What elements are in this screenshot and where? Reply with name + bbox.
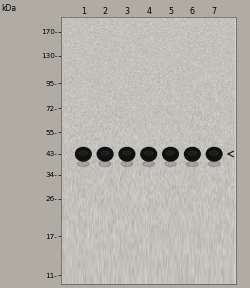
Ellipse shape: [142, 161, 154, 167]
Ellipse shape: [162, 147, 178, 161]
Ellipse shape: [184, 147, 200, 161]
Ellipse shape: [122, 151, 131, 155]
Ellipse shape: [144, 151, 152, 155]
Ellipse shape: [79, 151, 87, 155]
Text: kDa: kDa: [1, 4, 16, 13]
Ellipse shape: [140, 147, 156, 161]
Ellipse shape: [97, 147, 112, 161]
Ellipse shape: [206, 147, 221, 161]
Ellipse shape: [208, 161, 219, 167]
Ellipse shape: [99, 161, 110, 167]
Ellipse shape: [186, 161, 198, 167]
Ellipse shape: [187, 151, 196, 155]
Ellipse shape: [164, 161, 176, 167]
Ellipse shape: [209, 151, 218, 155]
Ellipse shape: [118, 147, 134, 161]
Ellipse shape: [75, 147, 91, 161]
Ellipse shape: [120, 161, 132, 167]
Ellipse shape: [166, 151, 174, 155]
Ellipse shape: [100, 151, 109, 155]
Ellipse shape: [77, 161, 89, 167]
